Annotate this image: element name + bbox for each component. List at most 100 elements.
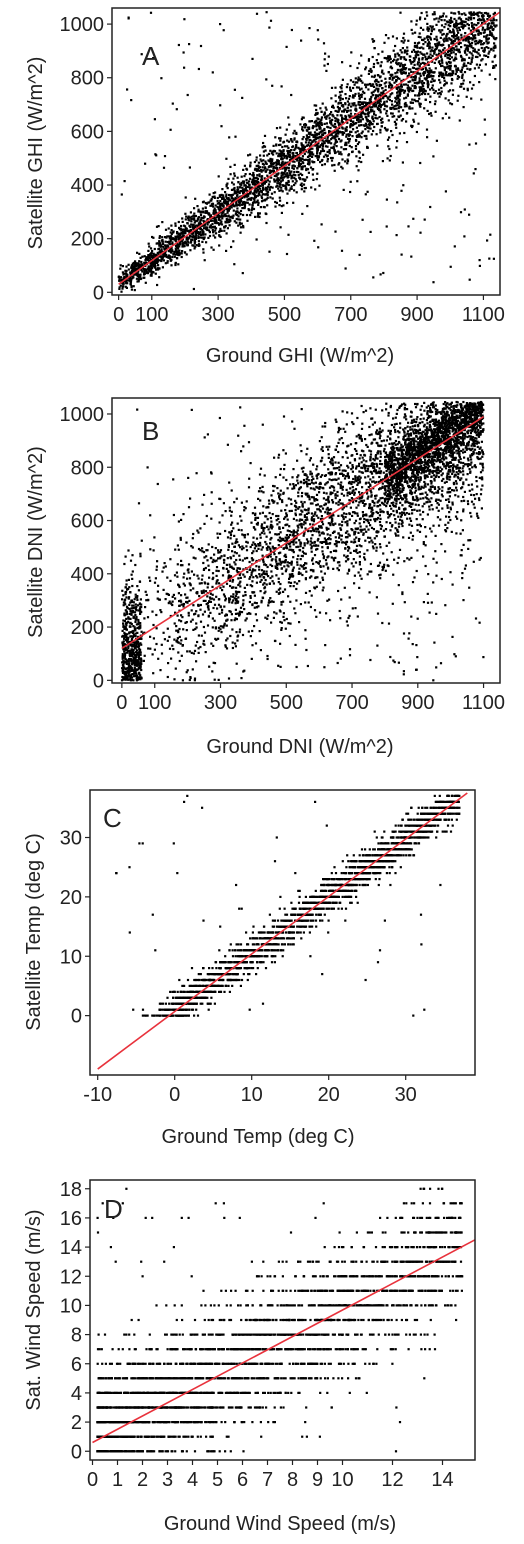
data-point xyxy=(396,75,399,78)
data-point xyxy=(193,240,196,243)
data-point xyxy=(376,518,379,521)
data-point xyxy=(427,29,430,32)
data-point xyxy=(302,162,305,165)
x-tick-label: 0 xyxy=(113,304,124,326)
data-point xyxy=(344,430,347,433)
data-point xyxy=(461,76,464,79)
data-point xyxy=(178,249,181,252)
data-point xyxy=(256,199,259,202)
data-point xyxy=(396,58,399,61)
data-point xyxy=(182,628,185,631)
data-point xyxy=(373,75,376,79)
data-point xyxy=(288,156,292,159)
data-point xyxy=(297,571,301,574)
data-point xyxy=(468,37,471,40)
data-point xyxy=(272,167,275,170)
data-point xyxy=(366,120,370,123)
data-point xyxy=(432,155,435,158)
data-point xyxy=(320,135,323,138)
plot-frame xyxy=(111,7,501,296)
data-point xyxy=(317,133,320,136)
data-point xyxy=(448,60,451,64)
data-point xyxy=(153,256,156,259)
data-point xyxy=(311,151,314,154)
data-point xyxy=(127,17,130,20)
data-point xyxy=(490,32,493,35)
data-point xyxy=(316,111,319,115)
data-point xyxy=(308,160,311,163)
data-point xyxy=(223,209,226,212)
data-point xyxy=(216,196,219,200)
data-point xyxy=(406,94,409,97)
data-point xyxy=(180,224,183,228)
data-point xyxy=(143,654,146,657)
data-point xyxy=(152,265,155,268)
data-point xyxy=(243,180,246,183)
data-point xyxy=(209,224,212,228)
data-point xyxy=(425,427,429,430)
data-point xyxy=(476,13,479,16)
data-point xyxy=(358,462,361,465)
data-point xyxy=(381,93,384,96)
data-point xyxy=(174,250,177,253)
data-point xyxy=(159,245,162,248)
data-point xyxy=(320,123,324,126)
data-point xyxy=(287,140,290,143)
data-point xyxy=(324,106,327,109)
data-point xyxy=(249,197,252,200)
data-point xyxy=(206,223,209,226)
data-point xyxy=(449,48,452,51)
data-point xyxy=(257,497,260,500)
data-point xyxy=(197,210,200,213)
data-point xyxy=(277,155,280,158)
data-point xyxy=(362,153,365,156)
data-point xyxy=(320,515,323,518)
data-point xyxy=(421,58,424,61)
data-point xyxy=(336,567,339,570)
data-point xyxy=(450,31,453,34)
data-point xyxy=(463,59,466,62)
data-point xyxy=(402,184,405,187)
data-point xyxy=(239,198,242,201)
data-point xyxy=(291,140,294,143)
data-point xyxy=(312,134,316,137)
data-point xyxy=(158,244,161,247)
data-point xyxy=(465,37,468,40)
data-point xyxy=(266,654,269,658)
data-point xyxy=(392,573,395,576)
data-point xyxy=(339,94,342,97)
data-point xyxy=(438,60,441,63)
data-point xyxy=(305,168,308,172)
data-point xyxy=(450,16,453,19)
data-point xyxy=(369,84,373,87)
data-point xyxy=(167,240,171,243)
data-point xyxy=(220,223,224,226)
data-point xyxy=(346,162,349,165)
data-point xyxy=(422,486,425,489)
data-point xyxy=(259,533,262,536)
data-point xyxy=(400,522,403,525)
data-point xyxy=(395,146,398,149)
data-point xyxy=(143,270,146,273)
data-point xyxy=(457,10,460,14)
data-point xyxy=(368,82,372,86)
data-point xyxy=(278,540,281,543)
data-point xyxy=(307,126,310,129)
data-point xyxy=(386,114,389,117)
data-point xyxy=(283,145,287,148)
data-point xyxy=(452,89,455,92)
data-point xyxy=(422,72,425,75)
data-point xyxy=(341,104,344,107)
data-point xyxy=(262,205,265,209)
data-point xyxy=(182,51,185,54)
data-point xyxy=(295,146,298,149)
data-point xyxy=(175,625,178,628)
data-point xyxy=(432,419,435,422)
data-point xyxy=(278,189,281,192)
data-point xyxy=(419,102,422,105)
data-point xyxy=(122,277,125,280)
data-point xyxy=(302,534,305,537)
data-point xyxy=(271,575,274,578)
data-point xyxy=(467,483,470,487)
data-point xyxy=(195,230,198,233)
